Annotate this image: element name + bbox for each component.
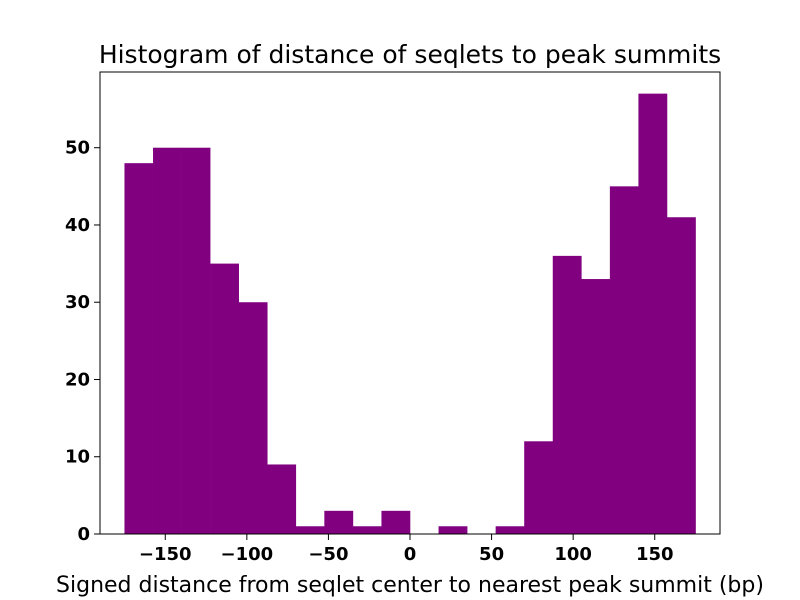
histogram-bar bbox=[381, 510, 411, 534]
y-tick-label: 50 bbox=[65, 138, 90, 159]
histogram-bar bbox=[124, 163, 154, 534]
histogram-bar bbox=[210, 263, 239, 534]
histogram-bar bbox=[438, 526, 468, 534]
x-tick-label: −100 bbox=[221, 544, 274, 565]
histogram-bar bbox=[295, 526, 325, 534]
x-tick-label: 50 bbox=[479, 544, 504, 565]
x-tick-label: 150 bbox=[636, 544, 674, 565]
histogram-bar bbox=[609, 186, 639, 534]
y-axis-ticks: 0 10 20 30 40 50 bbox=[65, 138, 100, 545]
histogram-bar bbox=[495, 526, 525, 534]
x-axis-title: Signed distance from seqlet center to ne… bbox=[56, 573, 764, 598]
y-tick-label: 0 bbox=[77, 524, 90, 545]
histogram-bar bbox=[238, 302, 268, 534]
y-tick-label: 30 bbox=[65, 292, 90, 313]
histogram-bar bbox=[324, 510, 354, 534]
histogram-bar bbox=[181, 147, 211, 534]
histogram-bar bbox=[638, 93, 668, 534]
y-tick-label: 10 bbox=[65, 447, 90, 468]
x-tick-label: 0 bbox=[404, 544, 417, 565]
x-tick-label: 100 bbox=[554, 544, 592, 565]
histogram-bar bbox=[581, 279, 611, 534]
histogram-bar bbox=[552, 255, 582, 534]
histogram-bar bbox=[267, 464, 297, 534]
y-tick-label: 40 bbox=[65, 215, 90, 236]
x-tick-label: −50 bbox=[308, 544, 348, 565]
histogram-bar bbox=[352, 526, 382, 534]
histogram-bar bbox=[153, 147, 182, 534]
x-axis-ticks: −150 −100 −50 0 50 100 150 bbox=[139, 534, 674, 565]
x-tick-label: −150 bbox=[139, 544, 192, 565]
histogram-bar bbox=[666, 217, 696, 535]
bars-group bbox=[124, 93, 696, 535]
histogram-bar bbox=[524, 441, 554, 534]
chart-title: Histogram of distance of seqlets to peak… bbox=[99, 40, 721, 69]
y-tick-label: 20 bbox=[65, 369, 90, 390]
